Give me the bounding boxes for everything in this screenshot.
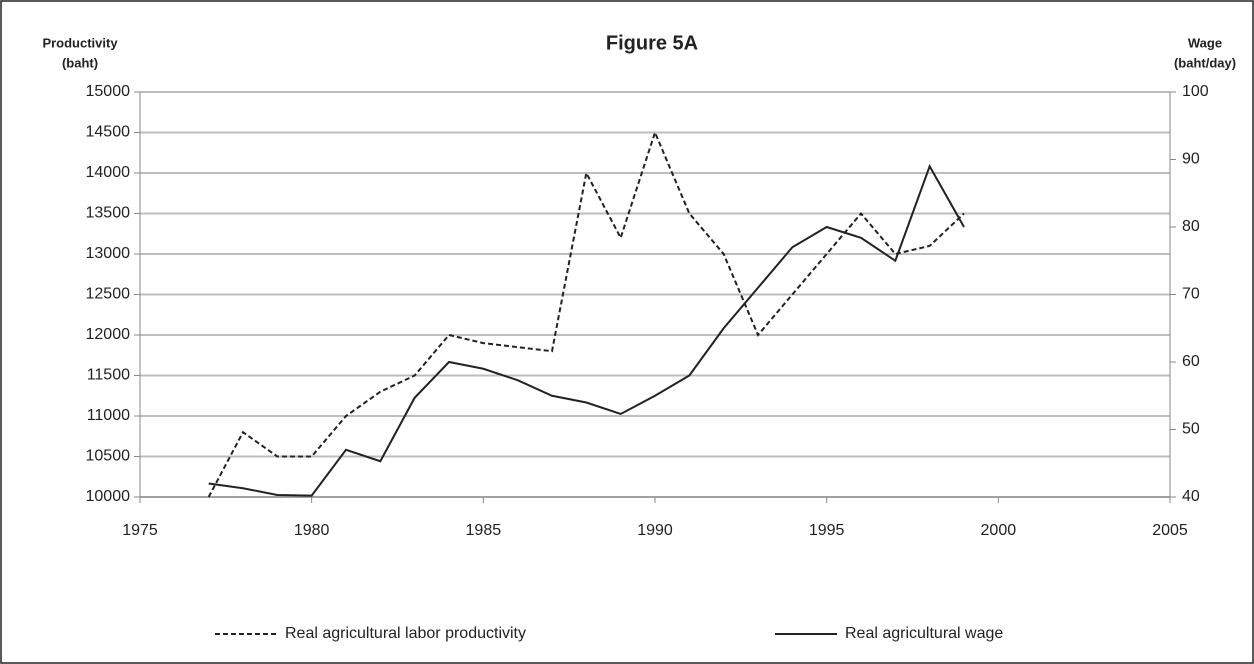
x-tick-label: 2005 xyxy=(1152,522,1188,539)
chart-title: Figure 5A xyxy=(606,32,698,54)
line-series xyxy=(208,163,965,497)
y-tick-label: 12000 xyxy=(86,326,131,343)
y2-axis-title: Wage xyxy=(1188,35,1222,50)
legend-label: Real agricultural wage xyxy=(845,625,1003,642)
y-tick-label: 10500 xyxy=(86,448,131,465)
x-tick-label: 1975 xyxy=(122,522,158,539)
y2-axis-title: (baht/day) xyxy=(1174,55,1236,70)
y2-tick-label: 90 xyxy=(1182,151,1200,168)
y-tick-label: 13000 xyxy=(86,245,131,262)
y-tick-label: 10000 xyxy=(86,488,131,505)
y-tick-label: 12500 xyxy=(86,286,131,303)
y2-tick-label: 60 xyxy=(1182,353,1200,370)
y-axis-title: Productivity xyxy=(42,35,118,50)
y-tick-label: 13500 xyxy=(86,205,131,222)
y2-tick-label: 70 xyxy=(1182,286,1200,303)
y-tick-label: 15000 xyxy=(86,83,131,100)
y2-tick-label: 40 xyxy=(1182,488,1200,505)
y-tick-label: 11000 xyxy=(87,407,130,424)
x-tick-label: 1995 xyxy=(809,522,845,539)
y2-tick-label: 100 xyxy=(1182,83,1209,100)
x-tick-label: 1990 xyxy=(637,522,673,539)
x-tick-label: 1985 xyxy=(466,522,502,539)
y-tick-label: 11500 xyxy=(87,367,130,384)
y2-tick-label: 50 xyxy=(1182,421,1200,438)
legend-label: Real agricultural labor productivity xyxy=(285,625,526,642)
y2-tick-label: 80 xyxy=(1182,218,1200,235)
x-tick-label: 2000 xyxy=(981,522,1017,539)
y-axis-title: (baht) xyxy=(62,55,98,70)
x-tick-label: 1980 xyxy=(294,522,330,539)
y-tick-label: 14500 xyxy=(86,124,131,141)
line-series xyxy=(207,129,965,498)
y-tick-label: 14000 xyxy=(86,164,131,181)
